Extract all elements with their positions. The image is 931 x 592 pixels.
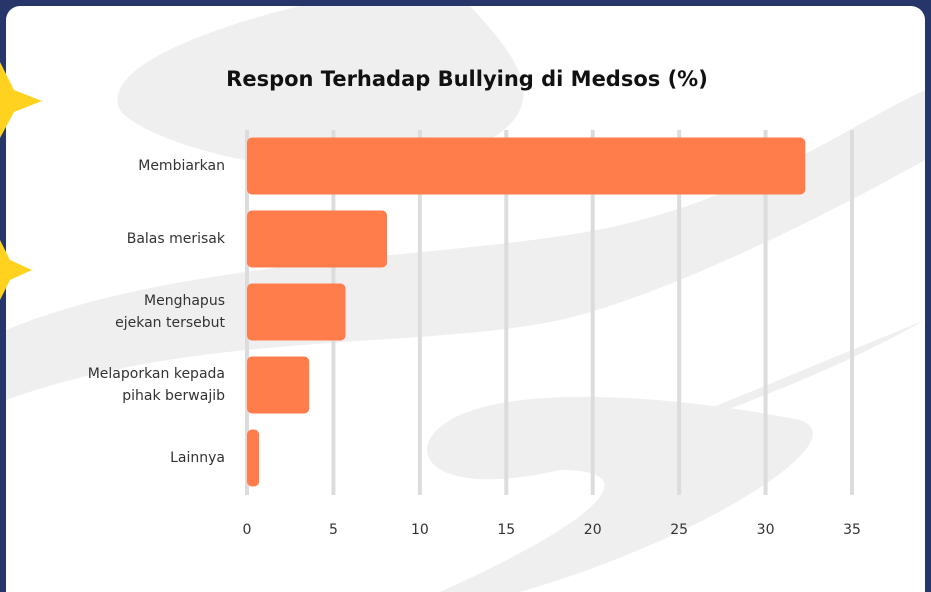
- y-tick-label: Membiarkan: [25, 155, 225, 177]
- x-tick-label: 20: [584, 522, 602, 538]
- bar: [247, 430, 259, 487]
- x-tick-label: 0: [243, 522, 252, 538]
- y-tick-label: Melaporkan kepada pihak berwajib: [25, 363, 225, 407]
- x-tick-label: 15: [497, 522, 515, 538]
- chart-title: Respon Terhadap Bullying di Medsos (%): [226, 67, 708, 91]
- bar: [247, 211, 387, 268]
- x-tick-label: 35: [843, 522, 861, 538]
- page: Respon Terhadap Bullying di Medsos (%) 0…: [0, 0, 931, 592]
- bar: [247, 284, 346, 341]
- x-tick-label: 30: [757, 522, 775, 538]
- y-tick-label: Menghapus ejekan tersebut: [25, 290, 225, 334]
- y-tick-label: Lainnya: [25, 447, 225, 469]
- x-tick-label: 25: [670, 522, 688, 538]
- bar: [247, 357, 309, 414]
- bar: [247, 138, 805, 195]
- y-tick-label: Balas merisak: [25, 228, 225, 250]
- x-tick-label: 5: [329, 522, 338, 538]
- x-tick-label: 10: [411, 522, 429, 538]
